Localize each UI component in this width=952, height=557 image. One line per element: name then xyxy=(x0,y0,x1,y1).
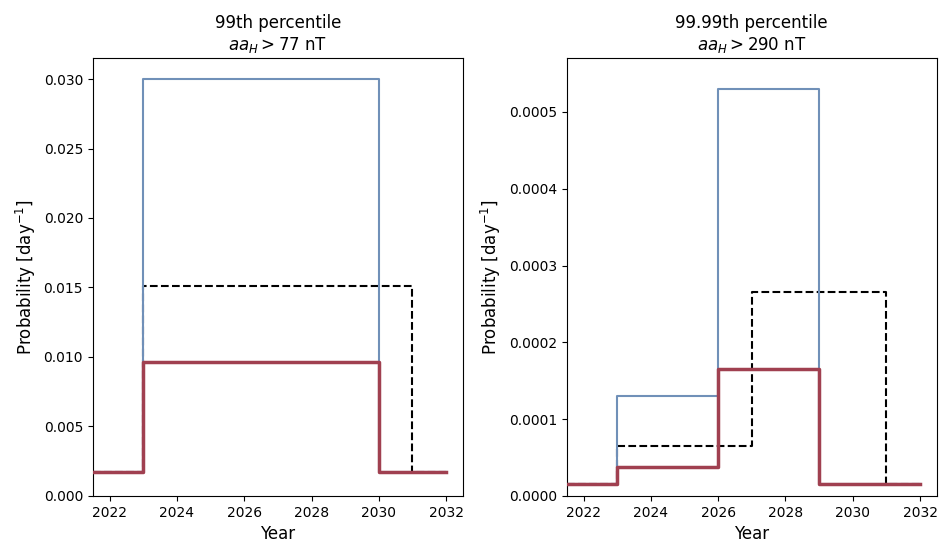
Y-axis label: Probability [day$^{-1}$]: Probability [day$^{-1}$] xyxy=(14,199,38,355)
Title: 99th percentile
$aa_H > 77$ nT: 99th percentile $aa_H > 77$ nT xyxy=(214,14,341,55)
X-axis label: Year: Year xyxy=(260,525,295,543)
Y-axis label: Probability [day$^{-1}$]: Probability [day$^{-1}$] xyxy=(479,199,503,355)
Title: 99.99th percentile
$aa_H > 290$ nT: 99.99th percentile $aa_H > 290$ nT xyxy=(675,14,827,55)
X-axis label: Year: Year xyxy=(733,525,768,543)
